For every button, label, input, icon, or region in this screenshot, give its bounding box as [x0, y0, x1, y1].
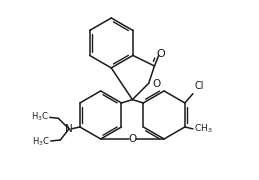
Text: O: O	[157, 49, 166, 59]
Text: CH$_3$: CH$_3$	[194, 123, 213, 135]
Text: O: O	[128, 134, 136, 144]
Text: O: O	[152, 79, 160, 89]
Text: H$_3$C: H$_3$C	[31, 110, 49, 123]
Text: H$_3$C: H$_3$C	[32, 136, 50, 148]
Text: Cl: Cl	[194, 81, 204, 91]
Text: N: N	[65, 124, 73, 134]
